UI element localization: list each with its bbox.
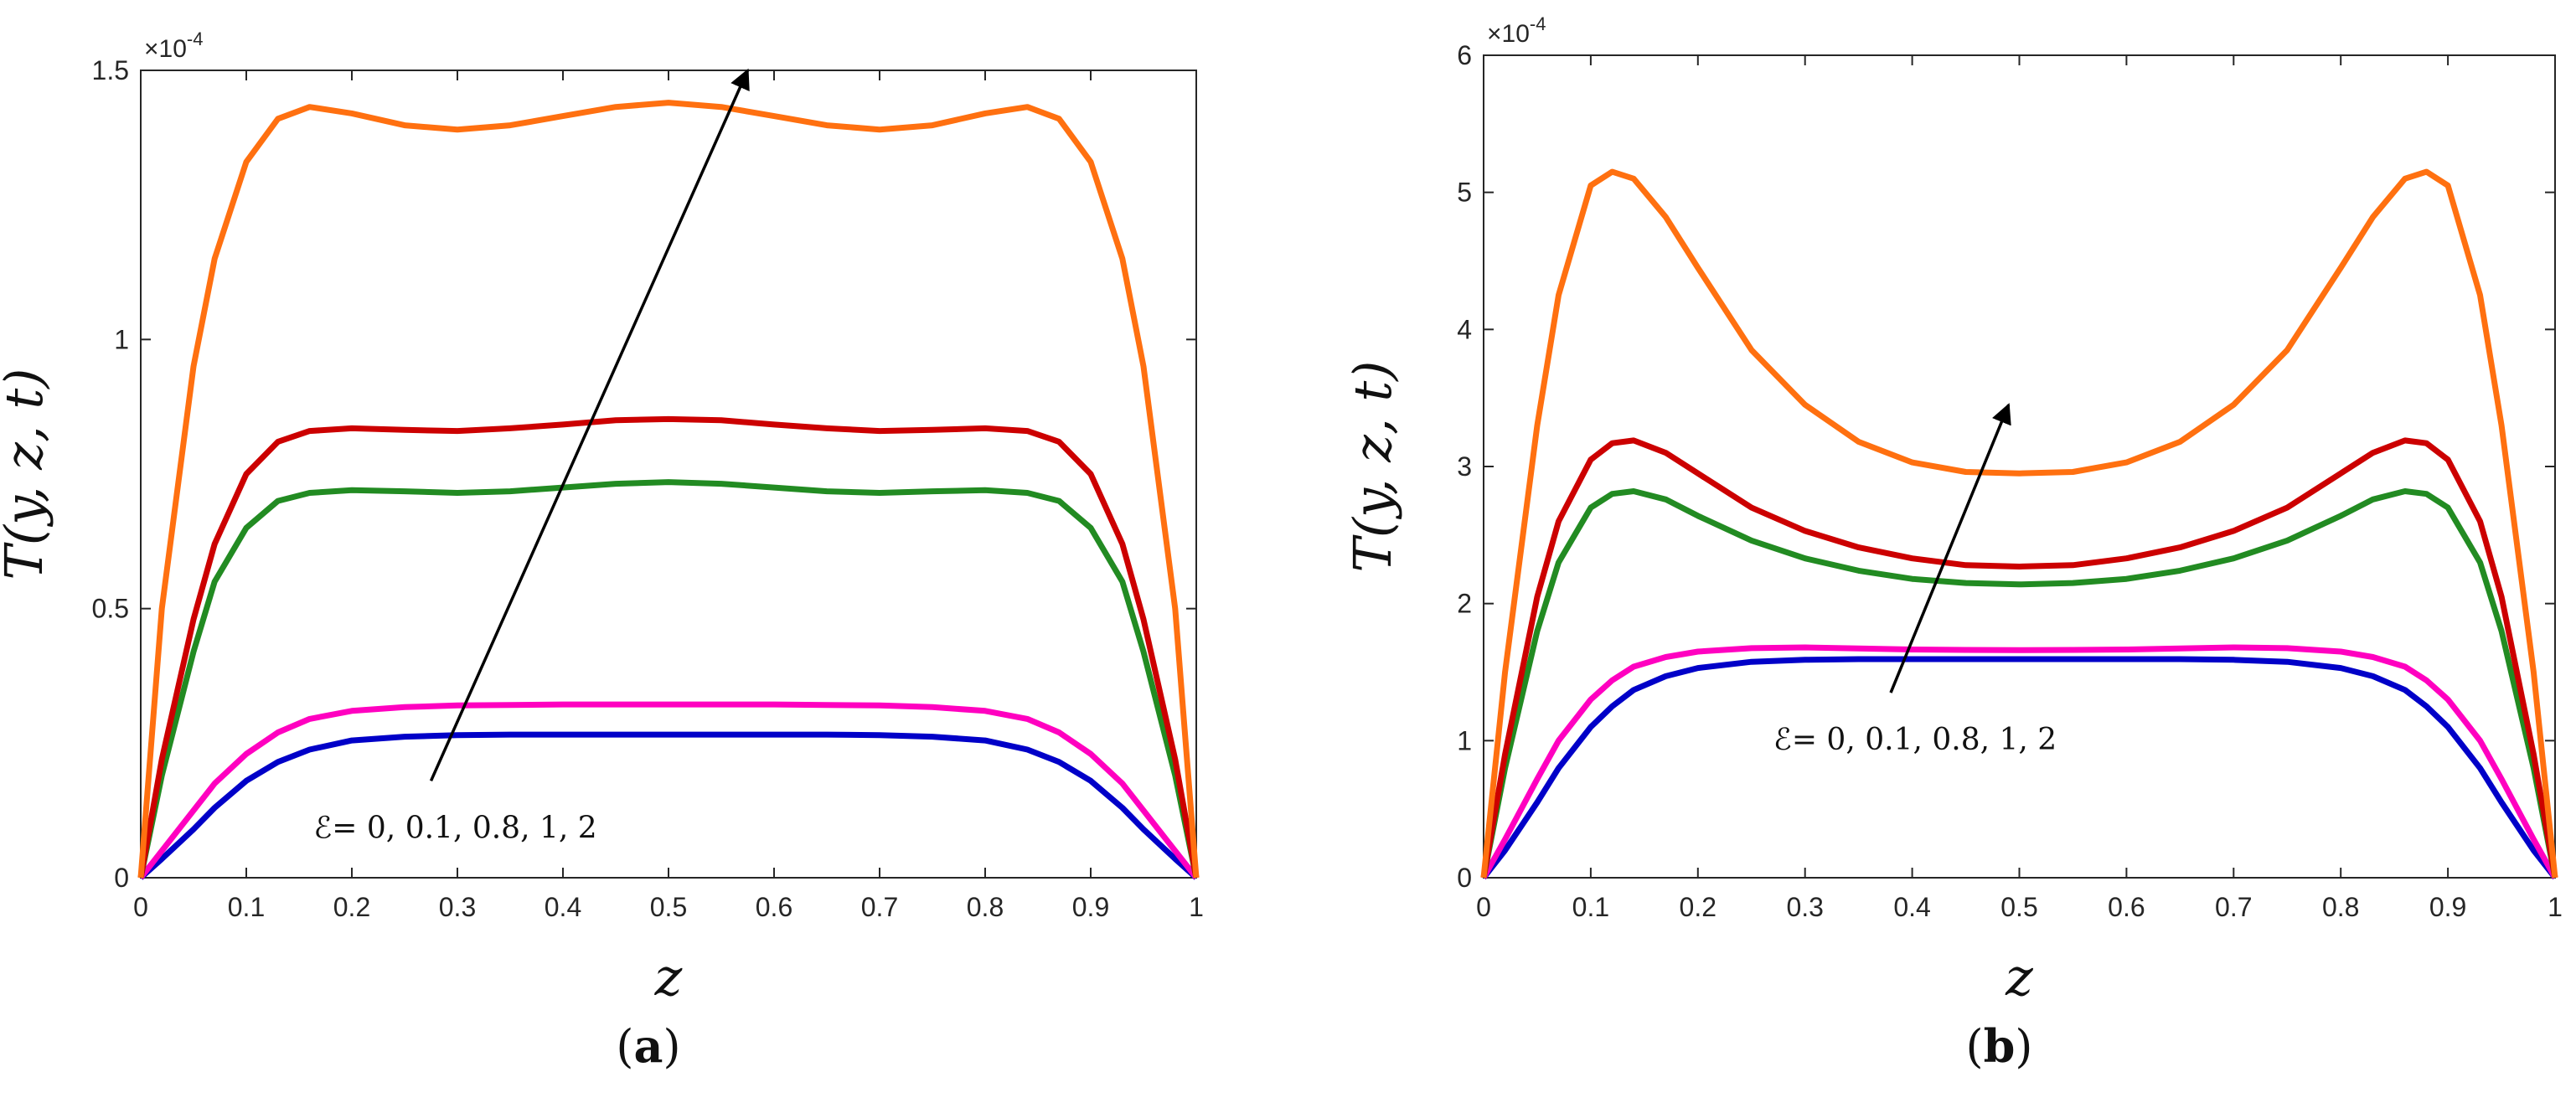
y-tick-label: 5 (1457, 178, 1472, 208)
y-tick-label: 3 (1457, 451, 1472, 482)
x-tick-label: 0.5 (2000, 892, 2037, 922)
x-tick-label: 0.2 (333, 892, 370, 922)
x-tick-label: 0.1 (228, 892, 265, 922)
annotation-arrow (1889, 403, 2011, 693)
series-line-1 (1480, 644, 2558, 879)
series-line-3 (137, 415, 1200, 879)
annotation-label: ℰ= 0, 0.1, 0.8, 1, 2 (314, 811, 597, 845)
x-tick-label: 1 (1189, 892, 1204, 922)
annotation-arrow (429, 68, 750, 782)
x-tick-label: 0.1 (1572, 892, 1609, 922)
y-tick-label: 2 (1457, 589, 1472, 619)
series-line-4 (1480, 168, 2558, 879)
x-tick-label: 0 (133, 892, 148, 922)
series-line-2 (1480, 488, 2558, 879)
panel-label: (a) (616, 1019, 680, 1073)
y-axis-label: T(y, z, t) (0, 369, 54, 580)
x-tick-label: 0.5 (650, 892, 687, 922)
x-tick-label: 0.9 (1072, 892, 1109, 922)
x-axis-label: z (2005, 946, 2033, 1008)
x-tick-label: 0.2 (1680, 892, 1716, 922)
y-tick-label: 1 (114, 324, 129, 354)
y-tick-label: 0 (1457, 863, 1472, 893)
y-exponent-label: ×10-4 (144, 28, 203, 63)
x-tick-label: 0.8 (2322, 892, 2359, 922)
series-line-1 (138, 701, 1199, 880)
series-line-4 (137, 100, 1200, 879)
y-exponent-label: ×10-4 (1487, 13, 1546, 48)
x-tick-label: 0.4 (545, 892, 581, 922)
series-line-0 (138, 731, 1199, 880)
x-tick-label: 0.6 (756, 892, 792, 922)
x-tick-label: 0 (1476, 892, 1491, 922)
chart-panel-a: 0 0.1 0.2 0.3 0.4 0.5 0.6 0.7 0.8 0.9 1 0 0.5 1 1.5 ×10… (0, 28, 1204, 1073)
x-tick-label: 0.7 (861, 892, 898, 922)
panel-label: (b) (1966, 1019, 2033, 1073)
y-tick-label: 1.5 (92, 55, 129, 85)
annotation-label: ℰ= 0, 0.1, 0.8, 1, 2 (1773, 723, 2057, 757)
series-line-2 (137, 479, 1200, 879)
y-tick-label: 0 (114, 863, 129, 893)
y-axis-label: T(y, z, t) (1342, 361, 1403, 573)
series-line-0 (1481, 656, 2558, 880)
y-tick-label: 1 (1457, 725, 1472, 755)
x-axis-label: z (654, 946, 683, 1008)
x-tick-label: 0.6 (2108, 892, 2145, 922)
y-tick-label: 0.5 (92, 594, 129, 624)
y-tick-label: 6 (1457, 40, 1472, 70)
y-tick-label: 4 (1457, 314, 1472, 344)
x-tick-label: 0.9 (2429, 892, 2466, 922)
x-tick-label: 0.3 (439, 892, 476, 922)
x-tick-label: 0.8 (967, 892, 1004, 922)
x-tick-label: 0.4 (1893, 892, 1930, 922)
chart-panel-b: 0 0.1 0.2 0.3 0.4 0.5 0.6 0.7 0.8 0.9 1 0 1 2 3 4 5 6 ×10-… (1342, 13, 2563, 1073)
x-tick-label: 1 (2548, 892, 2563, 922)
x-tick-label: 0.7 (2215, 892, 2252, 922)
x-tick-label: 0.3 (1786, 892, 1823, 922)
series-line-3 (1480, 437, 2558, 879)
